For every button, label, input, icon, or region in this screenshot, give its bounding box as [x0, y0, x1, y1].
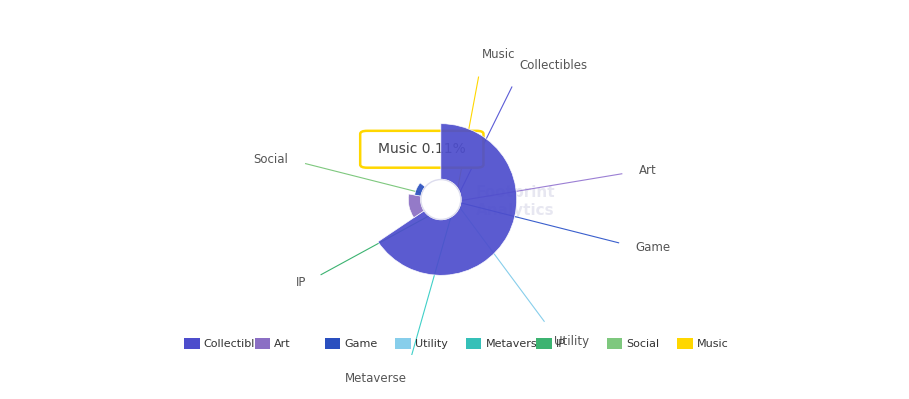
- Wedge shape: [437, 180, 441, 184]
- Bar: [465, 338, 482, 349]
- Text: Social: Social: [254, 153, 288, 166]
- Text: Game: Game: [635, 241, 671, 254]
- Wedge shape: [425, 184, 430, 188]
- Bar: [255, 338, 270, 349]
- Text: Art: Art: [639, 164, 657, 178]
- Text: Footprint
Analytics: Footprint Analytics: [475, 185, 555, 218]
- Text: Collectibles: Collectibles: [519, 59, 587, 72]
- Text: Utility: Utility: [554, 335, 589, 348]
- Text: Music: Music: [482, 48, 515, 61]
- Wedge shape: [378, 124, 516, 275]
- Bar: [536, 338, 552, 349]
- Bar: [607, 338, 623, 349]
- Text: Metaverse: Metaverse: [345, 372, 407, 385]
- Text: Social: Social: [626, 339, 660, 349]
- Text: Metaverse: Metaverse: [485, 339, 544, 349]
- Bar: [325, 338, 341, 349]
- Text: Music: Music: [697, 339, 729, 349]
- Text: Game: Game: [345, 339, 378, 349]
- Text: Collectibles: Collectibles: [204, 339, 268, 349]
- Text: IP: IP: [295, 277, 305, 289]
- Text: Art: Art: [275, 339, 291, 349]
- FancyBboxPatch shape: [360, 131, 484, 168]
- Bar: [677, 338, 693, 349]
- Text: Music 0.11%: Music 0.11%: [378, 142, 465, 156]
- Text: IP: IP: [556, 339, 566, 349]
- Wedge shape: [415, 183, 425, 196]
- Wedge shape: [408, 194, 425, 218]
- Wedge shape: [434, 180, 437, 184]
- Text: Utility: Utility: [415, 339, 448, 349]
- Wedge shape: [429, 181, 434, 184]
- Circle shape: [421, 180, 461, 219]
- Bar: [395, 338, 411, 349]
- Bar: [184, 338, 200, 349]
